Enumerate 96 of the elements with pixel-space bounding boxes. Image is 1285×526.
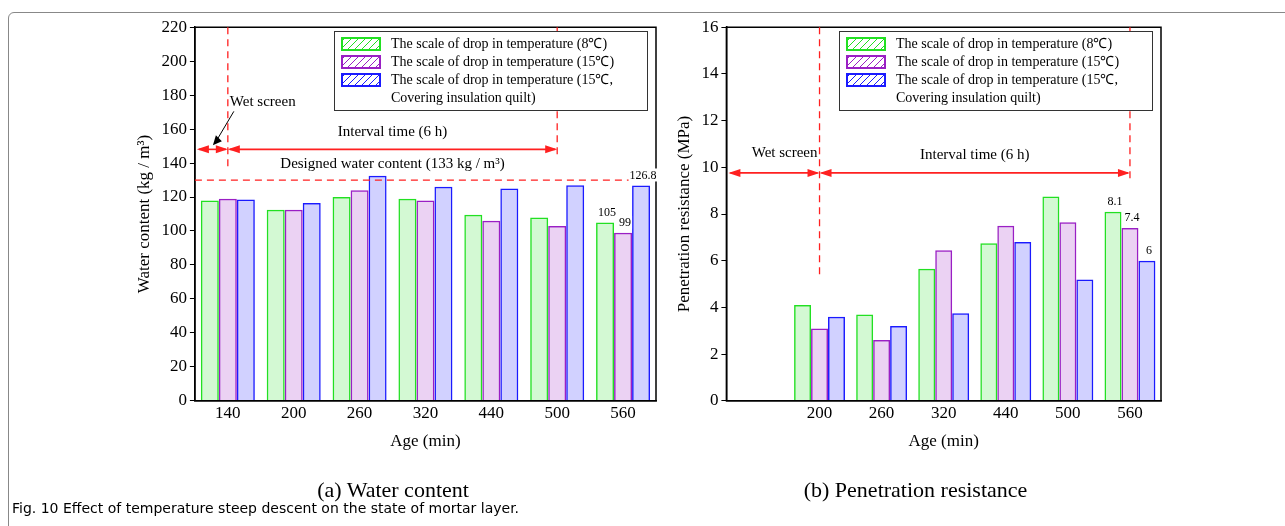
y-tick-label: 120 — [161, 186, 187, 206]
legend-label: The scale of drop in temperature (15℃) — [391, 53, 615, 72]
y-tick-label: 220 — [161, 16, 187, 36]
y-axis-title: Water content (kg / m³) — [133, 134, 153, 294]
legend-label: The scale of drop in temperature (8℃) — [391, 35, 608, 54]
x-tick-label: 440 — [478, 403, 505, 423]
bar — [794, 305, 812, 401]
legend-label: The scale of drop in temperature (8℃) — [896, 35, 1113, 54]
bar — [500, 188, 519, 401]
legend-label: The scale of drop in temperature (15℃) — [896, 53, 1120, 72]
x-tick-label: 560 — [1117, 403, 1143, 423]
y-tick-label: 6 — [709, 250, 719, 270]
y-tick-label: 8 — [709, 203, 719, 223]
x-tick-label: 260 — [868, 403, 895, 423]
bar — [997, 225, 1015, 401]
y-tick-label: 200 — [161, 50, 187, 70]
x-tick-label: 500 — [544, 403, 570, 423]
bar — [980, 243, 998, 401]
bar — [548, 225, 567, 401]
y-tick-label: 0 — [709, 390, 719, 410]
annotation: Wet screen — [751, 144, 819, 161]
y-tick-label: 100 — [161, 220, 187, 240]
bar — [236, 199, 255, 401]
y-tick-label: 2 — [709, 343, 719, 363]
bar — [368, 175, 387, 401]
bar — [828, 316, 845, 401]
x-tick-label: 200 — [280, 403, 307, 423]
x-tick-label: 500 — [1055, 403, 1081, 423]
bar — [811, 328, 829, 401]
y-tick-label: 140 — [161, 152, 187, 172]
bar — [1138, 260, 1156, 401]
bar — [596, 222, 615, 401]
bar — [935, 250, 953, 401]
x-axis-title: Age (min) — [908, 430, 979, 450]
y-tick-label: 60 — [169, 288, 187, 308]
bar — [266, 209, 285, 401]
bar — [434, 186, 453, 401]
y-tick-label: 0 — [178, 390, 187, 410]
bar — [1121, 228, 1139, 401]
bar — [1059, 222, 1077, 401]
data-label: 126.8 — [629, 167, 657, 182]
text: (a) Water content — [317, 476, 469, 502]
annotation: Interval time (6 h) — [919, 146, 1030, 164]
bar — [1104, 211, 1122, 401]
legend-label: The scale of drop in temperature (15℃, Covering insulation quilt) — [391, 71, 614, 108]
annotation: Wet screen — [229, 92, 297, 109]
text: (b) Penetration resistance — [803, 476, 1028, 502]
bar — [200, 200, 219, 401]
bar — [890, 326, 908, 401]
y-axis-title: Penetration resistance (MPa) — [673, 115, 693, 313]
data-label: 105 — [598, 204, 617, 219]
legend-label: The scale of drop in temperature (15℃, Covering insulation quilt) — [896, 71, 1119, 108]
y-tick-label: 160 — [161, 118, 187, 138]
y-tick-label: 16 — [701, 16, 719, 36]
data-label: 99 — [619, 214, 632, 229]
annotation: Interval time (6 h) — [337, 122, 448, 140]
bar — [218, 198, 237, 401]
y-tick-label: 180 — [161, 84, 187, 104]
x-tick-label: 140 — [215, 403, 241, 423]
y-tick-label: 12 — [701, 110, 719, 130]
bar — [918, 268, 936, 401]
data-label: 7.4 — [1124, 210, 1140, 225]
bar — [1042, 196, 1060, 401]
bar — [873, 340, 891, 401]
y-tick-label: 80 — [169, 254, 187, 274]
y-tick-label: 40 — [169, 322, 187, 342]
x-tick-label: 260 — [346, 403, 373, 423]
bar — [464, 214, 483, 401]
bar — [398, 198, 417, 401]
bar — [416, 200, 435, 401]
data-label: 8.1 — [1107, 193, 1123, 208]
bar — [1014, 242, 1032, 401]
x-tick-label: 320 — [930, 403, 957, 423]
data-label: 6 — [1145, 242, 1152, 257]
bar — [350, 190, 369, 401]
bar — [632, 185, 651, 401]
x-tick-label: 200 — [806, 403, 833, 423]
x-tick-label: 440 — [993, 403, 1019, 423]
x-tick-label: 560 — [610, 403, 636, 423]
bar — [856, 314, 874, 401]
bar — [614, 232, 633, 401]
x-axis-title: Age (min) — [390, 430, 461, 450]
bar — [952, 313, 970, 401]
bar — [284, 209, 303, 401]
bar — [332, 197, 351, 401]
bar — [1076, 279, 1094, 401]
bar — [302, 202, 321, 401]
y-tick-label: 10 — [701, 156, 719, 176]
bar — [566, 185, 585, 401]
y-tick-label: 20 — [169, 356, 187, 376]
bar — [482, 220, 501, 401]
y-tick-label: 14 — [701, 63, 719, 83]
bar — [530, 217, 549, 401]
y-tick-label: 4 — [709, 296, 719, 316]
x-tick-label: 320 — [412, 403, 439, 423]
ref-line-label: Designed water content (133 kg / m³) — [280, 155, 505, 173]
